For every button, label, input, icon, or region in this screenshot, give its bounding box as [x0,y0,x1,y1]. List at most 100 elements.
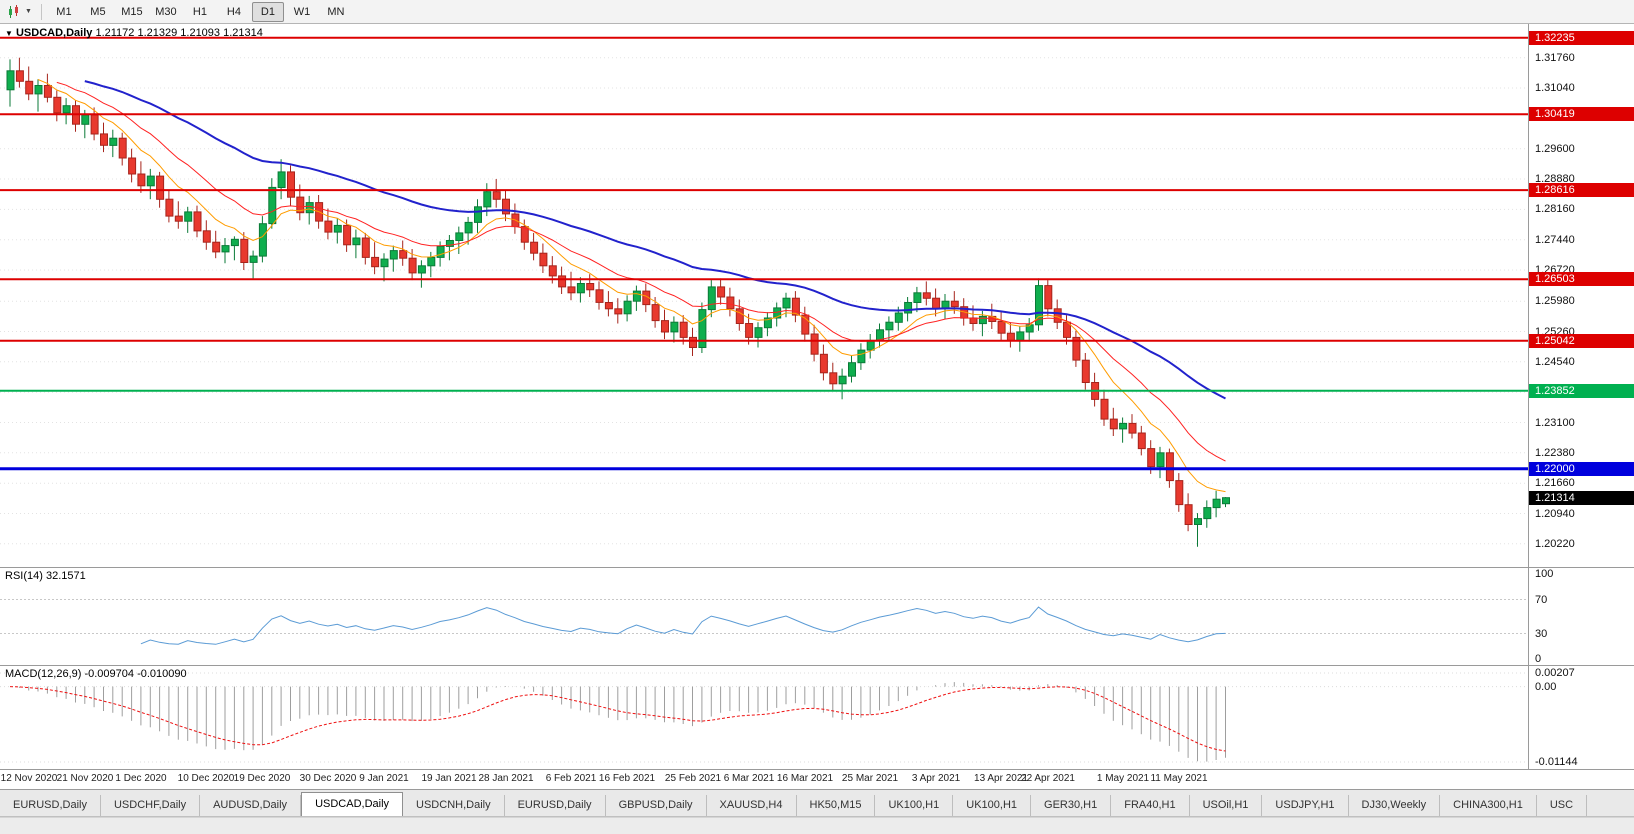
date-tick-label: 28 Jan 2021 [478,773,534,784]
rsi-axis[interactable]: 100 70 30 0 [1528,568,1634,666]
macd-tick-label: 0.00 [1535,681,1557,693]
timeframe-button-mn[interactable]: MN [327,5,345,18]
date-tick-label: 25 Mar 2021 [841,773,899,784]
date-tick-label: 13 Apr 2021 [974,773,1028,784]
price-tick-label: 1.21660 [1535,477,1575,489]
rsi-tick-label: 70 [1535,594,1548,606]
chart-tab[interactable]: EURUSD,Daily [0,795,101,816]
macd-axis[interactable]: 0.00207 0.00 -0.01144 [1528,666,1634,770]
price-axis[interactable]: 1.31760 1.31040 1.29600 1.28880 1.28160 1.274… [1528,24,1634,568]
date-tick-label: 10 Dec 2020 [177,773,235,784]
date-tick-label: 16 Mar 2021 [776,773,834,784]
chart-tab[interactable]: USC [1536,795,1588,816]
chart-tab[interactable]: EURUSD,Daily [504,795,606,816]
date-tick-label: 1 Dec 2020 [115,773,167,784]
rsi-plot[interactable] [0,568,1528,665]
rsi-tick-label: 0 [1535,653,1542,665]
date-tick-label: 9 Jan 2021 [359,773,409,784]
chart-tab[interactable]: USDJPY,H1 [1262,795,1349,816]
price-line-badge: 1.28616 [1529,183,1634,197]
chart-header: ▼ USDCAD,Daily 1.21172 1.21329 1.21093 1… [5,27,263,39]
macd-grid [0,672,1528,763]
chart-symbol-label: USDCAD,Daily [15,27,93,39]
price-tick-label: 1.20220 [1535,538,1575,550]
status-strip [0,817,1634,834]
timeframe-button-h4[interactable]: H4 [226,5,241,18]
date-tick-label: 19 Jan 2021 [421,773,477,784]
price-line-badge: 1.32235 [1529,31,1634,45]
timeframe-button-m1[interactable]: M1 [56,5,72,18]
date-tick-label: 1 May 2021 [1096,773,1150,784]
candles-layer [6,57,1230,547]
timeframe-button-w1[interactable]: W1 [293,5,311,18]
chart-tab[interactable]: GER30,H1 [1031,795,1112,816]
timeframe-button-d1[interactable]: D1 [251,1,284,22]
date-tick-label: 16 Feb 2021 [598,773,656,784]
timeframe-button-m5[interactable]: M5 [90,5,106,18]
rsi-grid [0,599,1528,634]
date-tick-label: 30 Dec 2020 [299,773,357,784]
grid-layer [0,57,1528,545]
current-price-badge: 1.21314 [1529,491,1634,505]
timeframe-toolbar: ▼ M1 M5 M15 M30 H1 H4 D1 W1 MN [0,0,1634,24]
macd-tick-label: -0.01144 [1535,756,1578,768]
timeframe-button-m30[interactable]: M30 [155,5,177,18]
timeframe-button-m15[interactable]: M15 [121,5,143,18]
collapse-triangle-icon[interactable]: ▼ [5,29,13,38]
chart-tab[interactable]: USOil,H1 [1189,795,1263,816]
price-tick-label: 1.31760 [1535,52,1575,64]
rsi-tick-label: 30 [1535,628,1548,640]
date-tick-label: 21 Nov 2020 [56,773,114,784]
chart-tab[interactable]: GBPUSD,Daily [605,795,707,816]
rsi-tick-label: 100 [1535,568,1554,580]
chart-tab[interactable]: DJ30,Weekly [1348,795,1441,816]
macd-pane[interactable]: MACD(12,26,9) -0.009704 -0.010090 [0,666,1528,770]
price-tick-label: 1.24540 [1535,356,1575,368]
price-line-badge: 1.22000 [1529,462,1634,476]
price-line-badge: 1.30419 [1529,107,1634,121]
price-line-badge: 1.26503 [1529,272,1634,286]
chart-tab[interactable]: USDCNH,Daily [403,795,505,816]
rsi-header: RSI(14) 32.1571 [5,570,86,582]
chart-tab[interactable]: USDCHF,Daily [100,795,201,816]
chart-ohlc-readout: 1.21172 1.21329 1.21093 1.21314 [95,27,263,39]
price-chart-pane[interactable]: ▼ USDCAD,Daily 1.21172 1.21329 1.21093 1… [0,24,1528,568]
price-line-badge: 1.25042 [1529,334,1634,348]
dropdown-caret-icon[interactable]: ▼ [25,8,32,15]
chart-tab-bar: EURUSD,Daily USDCHF,Daily AUDUSD,Daily USDC… [0,790,1634,817]
macd-plot[interactable] [0,666,1528,769]
price-tick-label: 1.23100 [1535,417,1575,429]
price-tick-label: 1.31040 [1535,82,1575,94]
chart-type-icon[interactable] [4,3,24,21]
macd-histogram [18,682,1226,762]
candlestick-chart[interactable] [0,24,1528,567]
date-tick-label: 25 Feb 2021 [664,773,722,784]
chart-tab[interactable]: UK100,H1 [875,795,954,816]
price-tick-label: 1.28880 [1535,173,1575,185]
date-tick-label: 12 Nov 2020 [0,773,58,784]
chart-tab[interactable]: UK100,H1 [953,795,1032,816]
timeframe-buttons: M1 M5 M15 M30 H1 H4 D1 W1 MN [47,1,353,22]
chart-tab[interactable]: AUDUSD,Daily [200,795,302,816]
macd-signal-line [9,686,1226,752]
chart-tab[interactable]: USDCAD,Daily [301,792,404,816]
chart-tab[interactable]: HK50,M15 [796,795,876,816]
chart-tab[interactable]: CHINA300,H1 [1440,795,1537,816]
timeframe-button-h1[interactable]: H1 [192,5,207,18]
chart-tab[interactable]: FRA40,H1 [1111,795,1190,816]
price-tick-label: 1.22380 [1535,447,1575,459]
price-tick-label: 1.27440 [1535,234,1575,246]
chart-tab[interactable]: XAUUSD,H4 [706,795,797,816]
price-tick-label: 1.25980 [1535,295,1575,307]
date-axis[interactable]: 12 Nov 2020 21 Nov 2020 1 Dec 2020 10 Dec 2… [0,770,1634,790]
rsi-line [140,606,1226,645]
date-tick-label: 11 May 2021 [1150,773,1208,784]
rsi-pane[interactable]: RSI(14) 32.1571 [0,568,1528,666]
date-tick-label: 6 Feb 2021 [545,773,597,784]
hlines-layer [0,36,1528,471]
price-line-badge: 1.23852 [1529,384,1634,398]
macd-tick-label: 0.00207 [1535,667,1575,679]
price-tick-label: 1.20940 [1535,508,1575,520]
date-tick-label: 22 Apr 2021 [1021,773,1075,784]
